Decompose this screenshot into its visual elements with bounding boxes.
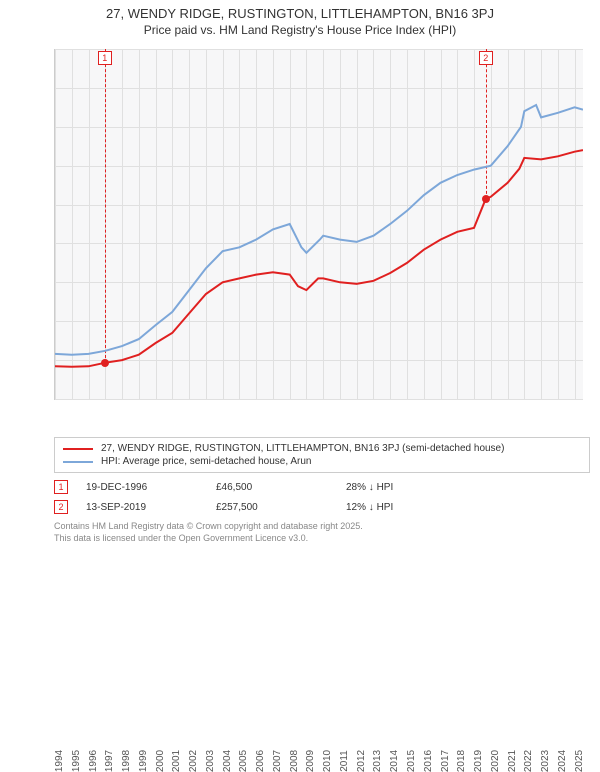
line-series-svg <box>55 49 583 399</box>
x-tick-label: 2015 <box>406 750 417 772</box>
x-tick-label: 1997 <box>104 750 115 772</box>
series-property <box>55 150 583 367</box>
x-tick-label: 2011 <box>339 750 350 772</box>
x-tick-label: 1994 <box>54 750 65 772</box>
transaction-date: 19-DEC-1996 <box>86 482 216 493</box>
footer-line: Contains HM Land Registry data © Crown c… <box>54 521 590 533</box>
transactions-table: 1 19-DEC-1996£46,50028% ↓ HPI 2 13-SEP-2019… <box>54 477 590 517</box>
legend-label: 27, WENDY RIDGE, RUSTINGTON, LITTLEHAMPT… <box>101 443 504 454</box>
x-tick-label: 2005 <box>238 750 249 772</box>
x-tick-label: 2025 <box>574 750 585 772</box>
chart-subtitle: Price paid vs. HM Land Registry's House … <box>0 21 600 41</box>
chart-title: 27, WENDY RIDGE, RUSTINGTON, LITTLEHAMPT… <box>0 0 600 21</box>
x-tick-label: 2007 <box>272 750 283 772</box>
plot-area: 12 <box>54 49 583 400</box>
x-tick-label: 2017 <box>440 750 451 772</box>
x-tick-label: 2013 <box>372 750 383 772</box>
x-tick-label: 2006 <box>255 750 266 772</box>
x-tick-label: 1999 <box>138 750 149 772</box>
legend-item: 27, WENDY RIDGE, RUSTINGTON, LITTLEHAMPT… <box>63 442 581 455</box>
legend-swatch <box>63 461 93 463</box>
legend-swatch <box>63 448 93 450</box>
series-hpi <box>55 105 583 355</box>
transaction-delta: 12% ↓ HPI <box>346 502 476 513</box>
transaction-marker-badge: 1 <box>98 51 112 65</box>
x-tick-label: 2023 <box>540 750 551 772</box>
x-tick-label: 2019 <box>473 750 484 772</box>
footer-line: This data is licensed under the Open Gov… <box>54 533 590 545</box>
transaction-badge: 2 <box>54 500 68 514</box>
x-tick-label: 1998 <box>121 750 132 772</box>
chart-container: 27, WENDY RIDGE, RUSTINGTON, LITTLEHAMPT… <box>0 0 600 560</box>
x-tick-label: 2001 <box>171 750 182 772</box>
transaction-marker-badge: 2 <box>479 51 493 65</box>
transaction-date: 13-SEP-2019 <box>86 502 216 513</box>
transaction-price: £46,500 <box>216 482 346 493</box>
x-tick-label: 2004 <box>222 750 233 772</box>
y-axis: £0£50K£100K£150K£200K£250K£300K£350K£400… <box>10 49 54 399</box>
x-axis: 1994199519961997199819992000200120022003… <box>54 399 582 429</box>
transaction-price: £257,500 <box>216 502 346 513</box>
transaction-row: 2 13-SEP-2019£257,50012% ↓ HPI <box>54 497 590 517</box>
x-tick-label: 2021 <box>507 750 518 772</box>
legend: 27, WENDY RIDGE, RUSTINGTON, LITTLEHAMPT… <box>54 437 590 473</box>
transaction-marker-dot <box>101 359 109 367</box>
x-tick-label: 2020 <box>490 750 501 772</box>
x-tick-label: 2016 <box>423 750 434 772</box>
x-tick-label: 2012 <box>356 750 367 772</box>
x-tick-label: 2014 <box>389 750 400 772</box>
x-tick-label: 2024 <box>557 750 568 772</box>
x-tick-label: 2003 <box>205 750 216 772</box>
x-tick-label: 2018 <box>456 750 467 772</box>
x-tick-label: 2009 <box>305 750 316 772</box>
chart-area: £0£50K£100K£150K£200K£250K£300K£350K£400… <box>10 41 590 431</box>
x-tick-label: 1996 <box>88 750 99 772</box>
transaction-marker-dot <box>482 195 490 203</box>
footer-attribution: Contains HM Land Registry data © Crown c… <box>54 521 590 544</box>
transaction-delta: 28% ↓ HPI <box>346 482 476 493</box>
transaction-row: 1 19-DEC-1996£46,50028% ↓ HPI <box>54 477 590 497</box>
legend-label: HPI: Average price, semi-detached house,… <box>101 456 312 467</box>
x-tick-label: 2000 <box>155 750 166 772</box>
x-tick-label: 2010 <box>322 750 333 772</box>
x-tick-label: 2002 <box>188 750 199 772</box>
x-tick-label: 2008 <box>289 750 300 772</box>
legend-item: HPI: Average price, semi-detached house,… <box>63 455 581 468</box>
transaction-badge: 1 <box>54 480 68 494</box>
x-tick-label: 1995 <box>71 750 82 772</box>
x-tick-label: 2022 <box>523 750 534 772</box>
